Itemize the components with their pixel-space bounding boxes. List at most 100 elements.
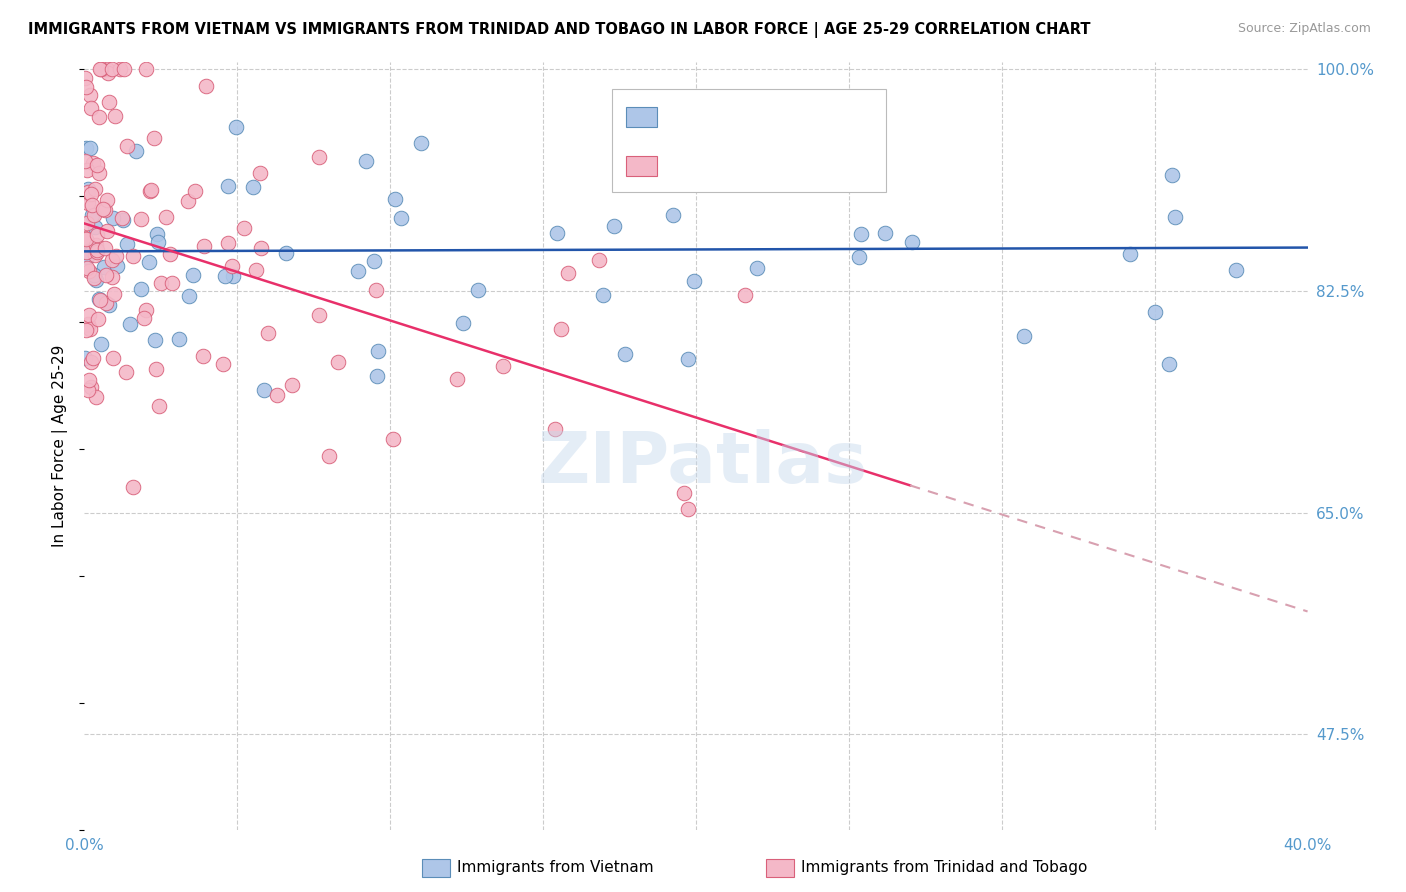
Point [451,317,474,331]
Point [1161,168,1184,182]
Point [112,62,135,76]
Point [143,130,166,145]
Point [91,202,114,216]
Point [104,249,127,263]
Point [84,273,107,287]
Point [79,141,101,155]
Point [94,241,117,255]
Point [366,369,388,384]
Point [101,253,124,268]
Point [120,317,142,331]
Point [75,141,97,155]
Point [141,183,163,197]
Point [76,216,98,230]
Text: IMMIGRANTS FROM VIETNAM VS IMMIGRANTS FROM TRINIDAD AND TOBAGO IN LABOR FORCE | : IMMIGRANTS FROM VIETNAM VS IMMIGRANTS FR… [28,22,1091,38]
Point [90,337,112,351]
Point [122,249,145,263]
Point [225,120,247,135]
Point [546,227,568,241]
Text: R =: R = [665,109,699,123]
Point [115,365,138,379]
Text: Immigrants from Trinidad and Tobago: Immigrants from Trinidad and Tobago [801,861,1088,875]
Point [146,235,169,249]
Point [87,312,110,326]
Point [76,196,98,211]
Point [672,485,695,500]
Point [103,351,125,365]
Point [96,62,118,76]
Point [80,198,103,212]
Point [1014,328,1036,343]
Point [592,288,614,302]
Point [93,202,115,217]
Point [80,244,103,259]
Point [217,236,239,251]
Point [177,289,200,303]
Point [242,180,264,194]
Point [308,150,330,164]
Point [354,154,377,169]
Point [274,246,297,260]
Point [613,346,636,360]
Point [80,379,103,393]
Point [86,245,108,260]
Point [602,219,624,234]
Point [77,182,100,196]
Point [1164,211,1187,225]
Point [492,359,515,373]
Point [134,311,156,326]
Point [77,308,100,322]
Text: R =: R = [665,158,699,172]
Point [848,250,870,264]
Point [195,78,218,93]
Point [76,185,98,199]
Text: Source: ZipAtlas.com: Source: ZipAtlas.com [1237,22,1371,36]
Point [77,372,100,386]
Point [110,62,132,76]
Point [873,227,896,241]
Text: -0.421: -0.421 [696,158,751,172]
Point [148,399,170,413]
Point [145,361,167,376]
Text: 112: 112 [801,158,834,172]
Point [257,326,280,340]
Point [96,66,118,80]
Point [308,308,330,322]
Point [138,184,160,198]
Point [90,62,112,76]
Point [167,332,190,346]
Text: N =: N = [752,109,796,123]
Text: N =: N = [752,158,796,172]
Point [117,236,139,251]
Point [159,247,181,261]
Point [662,208,685,222]
Point [94,295,117,310]
Point [143,333,166,347]
Point [77,318,100,332]
Point [73,70,96,85]
Text: 68: 68 [801,109,823,123]
Point [381,432,404,446]
Point [80,355,103,369]
Point [217,178,239,193]
Point [76,251,98,265]
Point [550,322,572,336]
Point [125,144,148,158]
Point [75,244,97,259]
Point [901,235,924,250]
Point [76,260,98,275]
Point [82,351,104,366]
Point [193,349,215,363]
Point [115,139,138,153]
Point [678,352,700,367]
Point [89,293,111,307]
Point [79,88,101,103]
Point [249,241,271,255]
Point [83,271,105,285]
Point [111,213,134,227]
Text: 0.009: 0.009 [696,109,744,123]
Point [1157,357,1180,371]
Point [96,193,118,207]
Point [135,62,157,76]
Point [75,351,97,366]
